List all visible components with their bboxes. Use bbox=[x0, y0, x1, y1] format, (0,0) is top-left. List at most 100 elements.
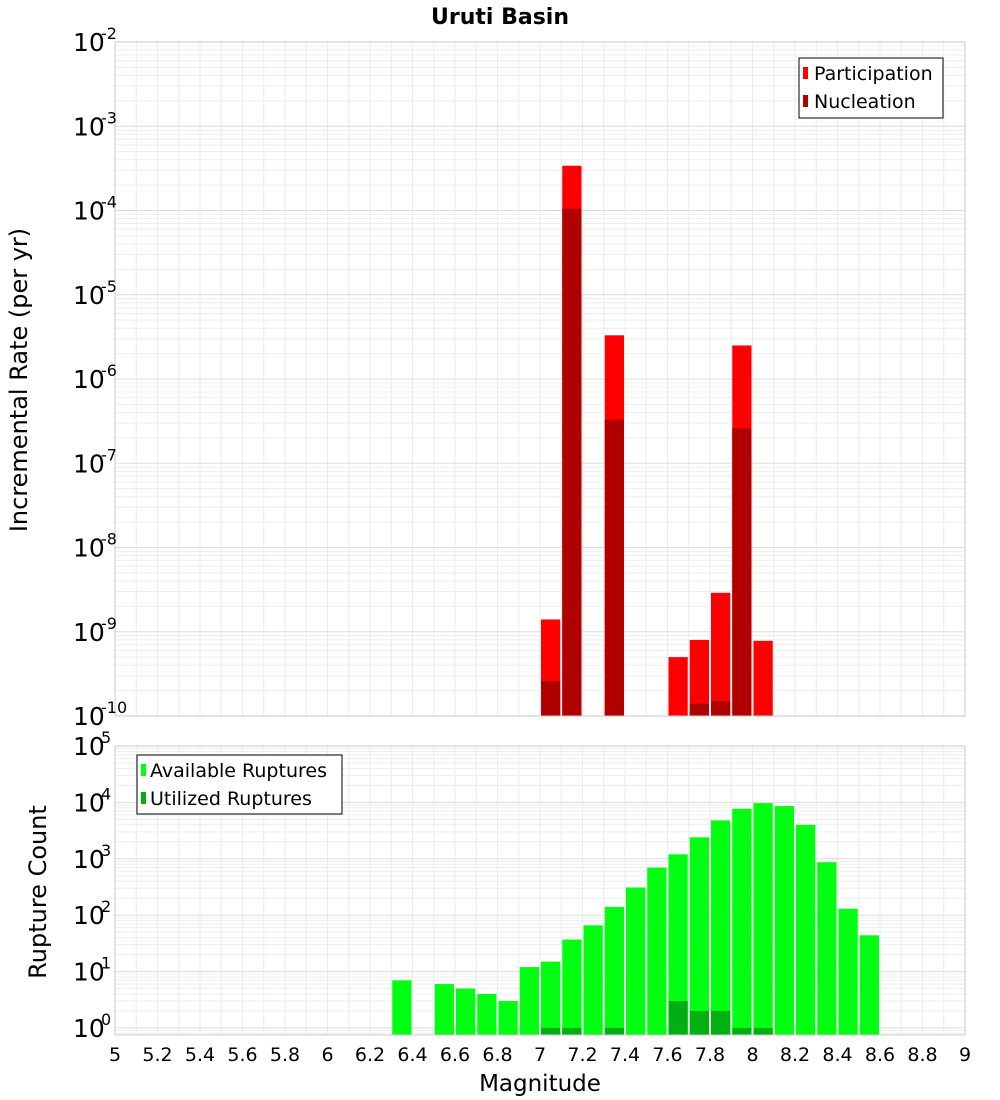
top-legend-box bbox=[798, 57, 944, 119]
x-tick-label: 7 bbox=[534, 1044, 546, 1066]
x-tick-label: 8.2 bbox=[780, 1044, 810, 1066]
bottom-available-ruptures-bar bbox=[562, 939, 582, 1035]
bottom-y-tick-label: 10 bbox=[73, 958, 105, 987]
legend-swatch-utilized bbox=[141, 792, 146, 804]
bottom-y-tick-exponent: 5 bbox=[101, 728, 111, 747]
bottom-utilized-ruptures-bar bbox=[604, 1027, 624, 1035]
bottom-available-ruptures-bar bbox=[711, 820, 731, 1035]
legend-label-available: Available Ruptures bbox=[150, 760, 327, 782]
bottom-available-ruptures-bar bbox=[838, 908, 858, 1035]
bottom-available-ruptures-bar bbox=[456, 988, 476, 1035]
x-tick-label: 5.4 bbox=[185, 1044, 215, 1066]
top-y-tick-exponent: -5 bbox=[101, 277, 117, 296]
bottom-legend-box bbox=[136, 754, 343, 815]
bottom-bars bbox=[392, 803, 879, 1035]
bottom-available-ruptures-bar bbox=[753, 803, 773, 1035]
top-y-tick-label: 10 bbox=[73, 281, 105, 310]
top-y-tick-label: 10 bbox=[73, 449, 105, 478]
top-legend: Participation Nucleation bbox=[798, 57, 944, 119]
top-y-tick-exponent: -7 bbox=[101, 445, 117, 464]
legend-label-nucleation: Nucleation bbox=[814, 91, 916, 113]
top-y-tick-label: 10 bbox=[73, 112, 105, 141]
bottom-available-ruptures-bar bbox=[477, 994, 497, 1035]
x-tick-label: 7.6 bbox=[652, 1044, 682, 1066]
x-tick-label: 7.8 bbox=[695, 1044, 725, 1066]
bottom-y-tick-exponent: 2 bbox=[101, 897, 111, 916]
top-nucleation-bar bbox=[732, 428, 752, 716]
top-y-tick-label: 10 bbox=[73, 197, 105, 226]
top-participation-bar bbox=[753, 640, 773, 716]
top-y-tick-exponent: -9 bbox=[101, 614, 117, 633]
bottom-available-ruptures-bar bbox=[817, 862, 837, 1035]
x-tick-label: 6.2 bbox=[355, 1044, 385, 1066]
x-tick-label: 6 bbox=[321, 1044, 333, 1066]
top-participation-bar bbox=[689, 639, 709, 716]
bottom-available-ruptures-bar bbox=[604, 906, 624, 1035]
legend-label-participation: Participation bbox=[814, 63, 933, 85]
bottom-legend: Available Ruptures Utilized Ruptures bbox=[136, 754, 343, 815]
x-tick-label: 9 bbox=[959, 1044, 971, 1066]
top-y-tick-label: 10 bbox=[73, 534, 105, 563]
x-tick-label: 6.8 bbox=[482, 1044, 512, 1066]
x-tick-label: 8 bbox=[746, 1044, 758, 1066]
x-tick-label: 7.2 bbox=[567, 1044, 597, 1066]
bottom-utilized-ruptures-bar bbox=[562, 1027, 582, 1035]
x-axis-label: Magnitude bbox=[479, 1071, 601, 1097]
top-y-tick-exponent: -4 bbox=[101, 193, 117, 212]
x-axis-ticks: 5 5.2 5.4 5.6 5.8 6 6.2 6.4 6.6 6.8 7 7.2 7.4 7.6 7.8 8… bbox=[109, 1044, 971, 1066]
bottom-available-ruptures-bar bbox=[519, 967, 539, 1035]
x-tick-label: 5.8 bbox=[270, 1044, 300, 1066]
bottom-utilized-ruptures-bar bbox=[668, 1001, 688, 1035]
bottom-available-ruptures-bar bbox=[859, 935, 879, 1035]
top-nucleation-bar bbox=[604, 419, 624, 716]
bottom-y-tick-exponent: 1 bbox=[101, 954, 111, 973]
bottom-available-ruptures-bar bbox=[498, 1001, 518, 1035]
top-plot-frame bbox=[114, 41, 966, 717]
x-tick-label: 5.2 bbox=[142, 1044, 172, 1066]
x-tick-label: 8.6 bbox=[865, 1044, 895, 1066]
bottom-plot-frame bbox=[114, 745, 966, 1036]
bottom-y-axis-label: Rupture Count bbox=[24, 805, 52, 979]
top-y-tick-label: 10 bbox=[73, 365, 105, 394]
chart-title: Uruti Basin bbox=[431, 5, 569, 30]
top-participation-bar bbox=[711, 592, 731, 716]
bottom-available-ruptures-bar bbox=[668, 854, 688, 1035]
top-nucleation-bar bbox=[541, 681, 561, 716]
top-y-tick-exponent: -3 bbox=[101, 108, 117, 127]
top-y-tick-label: 10 bbox=[73, 618, 105, 647]
bottom-available-ruptures-bar bbox=[583, 925, 603, 1035]
legend-swatch-available bbox=[141, 764, 146, 776]
bottom-y-tick-label: 10 bbox=[73, 1014, 105, 1043]
x-tick-label: 8.8 bbox=[907, 1044, 937, 1066]
x-tick-label: 5 bbox=[109, 1044, 121, 1066]
bottom-utilized-ruptures-bar bbox=[689, 1010, 709, 1035]
top-y-tick-label: 10 bbox=[73, 28, 105, 57]
bottom-available-ruptures-bar bbox=[774, 806, 794, 1035]
bottom-utilized-ruptures-bar bbox=[711, 1010, 731, 1035]
top-nucleation-bar bbox=[562, 208, 582, 717]
legend-swatch-participation bbox=[803, 67, 808, 79]
x-tick-label: 6.6 bbox=[440, 1044, 470, 1066]
x-tick-label: 8.4 bbox=[822, 1044, 852, 1066]
bottom-y-tick-exponent: 3 bbox=[101, 841, 111, 860]
bottom-available-ruptures-bar bbox=[434, 984, 454, 1035]
top-nucleation-bar bbox=[711, 701, 731, 716]
bottom-available-ruptures-bar bbox=[796, 824, 816, 1035]
top-grid bbox=[114, 41, 966, 717]
bottom-available-ruptures-bar bbox=[732, 808, 752, 1035]
x-tick-label: 5.6 bbox=[227, 1044, 257, 1066]
bottom-available-ruptures-bar bbox=[647, 867, 667, 1035]
bottom-y-tick-label: 10 bbox=[73, 732, 105, 761]
bottom-utilized-ruptures-bar bbox=[732, 1027, 752, 1035]
top-participation-bar bbox=[668, 657, 688, 716]
bottom-utilized-ruptures-bar bbox=[753, 1027, 773, 1035]
top-bars bbox=[541, 165, 773, 717]
bottom-utilized-ruptures-bar bbox=[541, 1027, 561, 1035]
top-y-tick-label: 10 bbox=[73, 702, 105, 731]
bottom-y-tick-exponent: 0 bbox=[101, 1010, 111, 1029]
bottom-y-tick-label: 10 bbox=[73, 901, 105, 930]
